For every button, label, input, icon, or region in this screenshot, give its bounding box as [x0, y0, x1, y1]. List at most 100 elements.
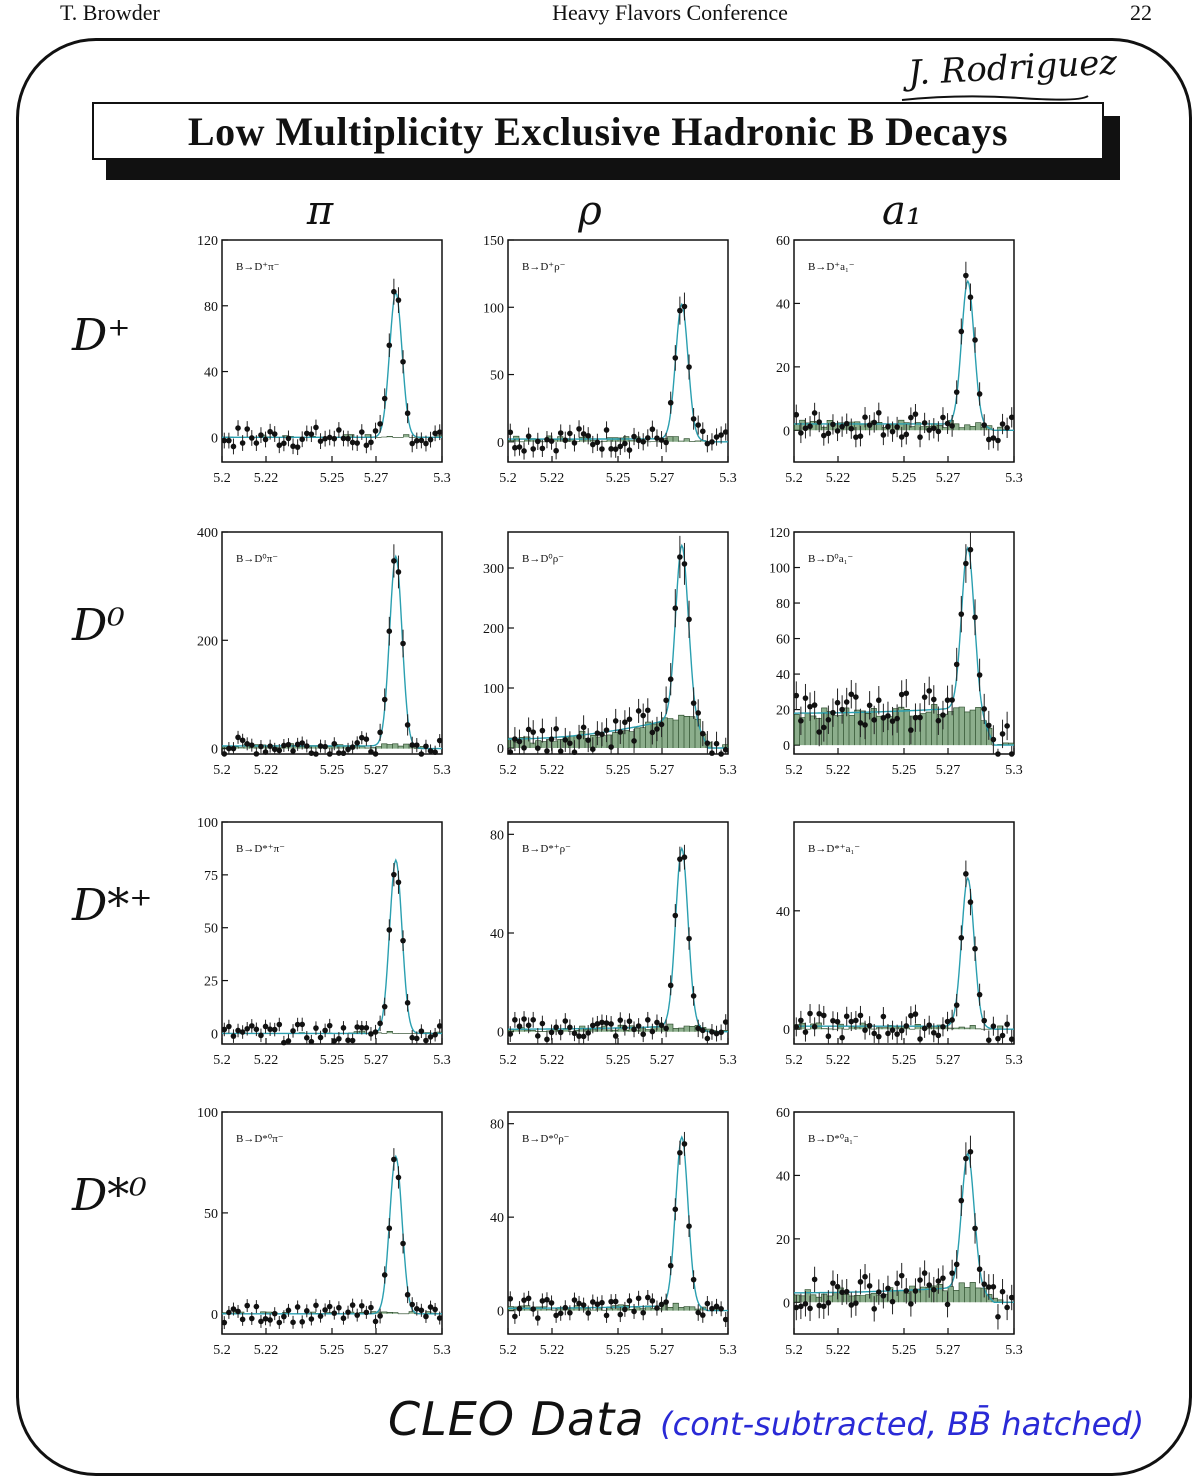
- x-tick-label: 5.27: [364, 763, 389, 778]
- data-point: [820, 1303, 827, 1310]
- data-point: [622, 719, 628, 726]
- data-point: [967, 1148, 974, 1155]
- data-point: [395, 297, 402, 303]
- data-point: [617, 443, 624, 450]
- data-point: [516, 444, 523, 450]
- data-point: [917, 1036, 923, 1042]
- data-point: [793, 1304, 800, 1311]
- data-point: [436, 1315, 443, 1321]
- data-point: [889, 718, 896, 724]
- title-box: Low Multiplicity Exclusive Hadronic B De…: [92, 102, 1104, 160]
- data-point: [718, 1306, 724, 1312]
- data-point: [326, 1022, 333, 1029]
- decay-label: B→D⁰ρ⁻: [522, 553, 564, 565]
- data-point: [940, 1024, 946, 1030]
- data-point: [640, 1031, 647, 1038]
- data-point: [681, 303, 688, 310]
- data-point: [253, 1303, 260, 1310]
- data-point: [313, 1302, 319, 1309]
- data-point: [258, 1318, 264, 1325]
- data-point: [626, 447, 633, 453]
- data-point: [363, 1309, 370, 1316]
- data-point: [672, 605, 679, 611]
- x-tick-label: 5.2: [213, 763, 231, 778]
- data-point: [395, 1174, 402, 1181]
- data-point: [958, 935, 965, 941]
- data-point: [326, 751, 333, 757]
- data-point: [358, 1024, 365, 1031]
- data-point: [1008, 1294, 1015, 1301]
- data-point: [530, 1017, 537, 1023]
- data-point: [695, 1025, 702, 1032]
- data-point: [649, 729, 656, 736]
- data-point: [843, 420, 850, 427]
- data-point: [617, 1017, 624, 1023]
- data-point: [843, 1013, 850, 1020]
- data-point: [244, 741, 251, 747]
- data-point: [663, 1299, 669, 1305]
- page-number: 22: [1130, 0, 1152, 25]
- data-point: [963, 272, 969, 279]
- x-tick-label: 5.27: [650, 1343, 675, 1358]
- data-point: [557, 1310, 564, 1317]
- data-point: [885, 1285, 891, 1292]
- data-point: [658, 721, 665, 728]
- data-point: [853, 1300, 859, 1306]
- data-point: [649, 1028, 656, 1035]
- data-point: [722, 429, 729, 435]
- x-tick-label: 5.27: [364, 1053, 389, 1068]
- data-point: [244, 426, 251, 432]
- plot-panel: 0 100 200 300 5.2 5.22 5.25 5.27 5.3 B→D⁰ρ⁻: [483, 531, 737, 778]
- data-point: [221, 751, 228, 757]
- data-point: [400, 358, 406, 365]
- x-tick-label: 5.2: [785, 763, 803, 778]
- data-point: [816, 1302, 823, 1309]
- data-point: [880, 1292, 887, 1299]
- data-point: [571, 1030, 578, 1037]
- data-point: [290, 748, 296, 754]
- data-point: [953, 389, 960, 395]
- data-point: [825, 716, 832, 723]
- data-point: [553, 1024, 559, 1031]
- data-point: [626, 1018, 633, 1025]
- data-point: [562, 1018, 569, 1024]
- data-point: [677, 307, 683, 314]
- data-point: [1004, 425, 1010, 431]
- data-point: [363, 1025, 370, 1031]
- data-point: [921, 694, 928, 700]
- y-tick-label: 40: [776, 905, 790, 920]
- column-label-a1: a₁: [882, 188, 922, 234]
- data-point: [557, 430, 564, 436]
- data-point: [995, 751, 1001, 757]
- x-tick-label: 5.3: [433, 763, 451, 778]
- data-point: [608, 744, 614, 750]
- data-point: [308, 431, 315, 437]
- data-point: [898, 1027, 905, 1034]
- data-point: [644, 707, 651, 714]
- data-point: [391, 288, 397, 295]
- data-point: [853, 434, 859, 440]
- data-point: [857, 1012, 864, 1019]
- data-point: [981, 422, 988, 428]
- x-tick-label: 5.22: [540, 1343, 565, 1358]
- plot-panel: 0 40 80 120 5.2 5.22 5.25 5.27 5.3 B→D⁺π⁻: [197, 234, 451, 486]
- data-point: [953, 661, 960, 668]
- data-point: [944, 697, 951, 703]
- data-point: [722, 1019, 729, 1025]
- data-point: [631, 1308, 637, 1315]
- data-point: [667, 399, 674, 406]
- x-tick-label: 5.27: [364, 1343, 389, 1358]
- data-point: [944, 1018, 951, 1025]
- y-tick-label: 75: [204, 869, 218, 884]
- x-tick-label: 5.22: [254, 763, 279, 778]
- data-point: [409, 440, 416, 447]
- data-point: [576, 734, 582, 740]
- data-point: [413, 1035, 420, 1042]
- data-point: [1008, 1036, 1015, 1042]
- data-point: [663, 1025, 669, 1032]
- x-tick-label: 5.3: [433, 1343, 451, 1358]
- data-point: [807, 703, 813, 710]
- data-point: [226, 437, 232, 444]
- data-point: [862, 1027, 868, 1033]
